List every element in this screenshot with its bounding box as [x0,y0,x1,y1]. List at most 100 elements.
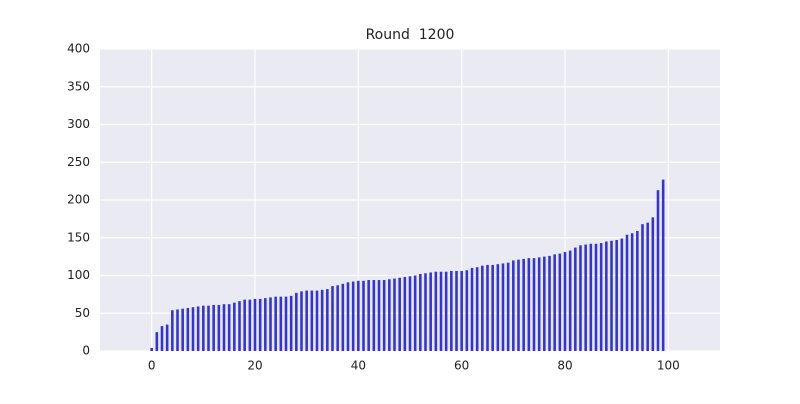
bar [568,250,572,351]
bar [398,277,401,351]
bar [475,267,479,351]
bar [388,279,391,351]
bar [615,240,618,351]
bar [196,306,200,351]
bar [630,233,634,351]
bar [165,324,169,351]
bar [315,290,319,351]
bar [620,238,624,351]
bar [486,264,489,351]
bar [610,240,613,351]
bar [160,326,164,351]
bar [424,273,427,351]
bar [362,280,365,351]
bar [506,262,510,351]
bar [382,280,386,351]
bar [517,259,520,351]
bar [207,305,210,351]
bar [150,347,153,351]
bar [439,271,443,351]
bar [532,258,536,351]
bar [202,305,205,351]
bar [558,253,562,351]
bar [233,302,236,351]
bar [186,307,190,351]
bar [656,190,660,351]
bar [227,304,231,351]
y-tick-label: 50 [75,306,90,320]
bar [305,290,308,351]
bar [258,298,262,351]
bar [646,222,649,351]
bar [537,257,541,351]
bar [238,301,241,351]
bar [429,272,432,351]
bar [191,307,195,351]
bar [300,291,303,351]
bar [460,270,463,351]
bar [284,296,288,351]
bar [295,292,298,351]
bar [444,271,448,351]
bar [434,271,438,351]
bar [563,252,567,351]
x-tick-label: 100 [657,359,680,373]
bar [455,270,458,351]
bar [481,265,484,351]
bar [279,296,283,351]
bar [641,224,644,351]
x-tick-label: 80 [557,359,572,373]
bar [372,280,376,351]
y-tick-label: 350 [67,79,90,93]
bar [212,304,215,351]
bar [326,289,329,351]
bar [222,304,226,351]
bar [155,332,159,351]
chart-title: Round 1200 [366,27,455,43]
bar [465,270,469,351]
bar [253,298,257,351]
bar [310,290,314,351]
bar [357,280,360,351]
bar [403,277,407,351]
bar [336,285,339,351]
x-tick-label: 60 [454,359,469,373]
x-tick-label: 20 [247,359,262,373]
bar [274,296,277,351]
bar [589,243,593,351]
bar [217,304,221,351]
bar [470,267,474,351]
bar [419,273,422,351]
bar [181,308,184,351]
bar [496,264,500,351]
y-tick-label: 150 [67,230,90,244]
bar [501,263,505,351]
y-tick-label: 100 [67,268,90,282]
bar [341,283,345,351]
bar [393,278,396,351]
y-tick-label: 0 [82,344,90,358]
bar [579,245,582,351]
bar [331,286,334,351]
y-tick-label: 400 [67,42,90,56]
bar [413,275,417,351]
bar [269,297,272,351]
bar [651,217,655,351]
bar [553,254,556,351]
bar [243,299,246,351]
y-tick-label: 250 [67,155,90,169]
bar [527,258,531,351]
bar [248,299,252,351]
bar [346,282,350,351]
bar [636,230,639,351]
y-tick-label: 200 [67,193,90,207]
bar [351,281,355,351]
x-tick-label: 40 [351,359,366,373]
bar [543,256,546,351]
bar [661,179,665,351]
bar [548,255,551,351]
bar [491,264,494,351]
bar [171,310,174,351]
bar [377,280,381,351]
bar [408,276,412,351]
